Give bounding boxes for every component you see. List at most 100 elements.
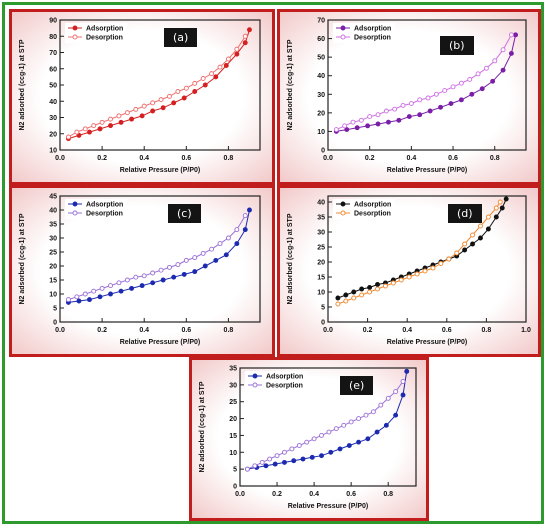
data-point-desorption [175,89,181,94]
y-tick-label: 15 [229,433,237,440]
data-point-adsorption [359,286,365,292]
data-point-desorption [430,265,436,271]
data-point-adsorption [499,205,505,211]
data-point-adsorption [469,91,475,97]
data-point-desorption [341,422,347,428]
x-tick-label: 0.2 [97,327,107,334]
y-tick-label: 40 [49,208,57,215]
data-point-desorption [400,102,406,108]
data-point-desorption [363,412,369,418]
x-tick-label: 0.4 [139,155,149,162]
data-point-desorption [467,76,473,82]
data-point-desorption [200,76,206,81]
data-point-desorption [217,241,223,247]
y-tick-label: 10 [229,450,237,457]
panel-label-b: (b) [440,36,474,55]
data-point-desorption [425,95,431,101]
x-tick-label: 0.2 [365,155,375,162]
data-point-adsorption [365,123,371,129]
data-point-adsorption [448,101,454,107]
y-axis-label: N2 adsorbed (ccg-1) at STP [199,381,206,472]
data-point-adsorption [470,241,475,247]
data-point-desorption [375,112,381,118]
x-axis-label: Relative Pressure (P/P0) [387,167,468,174]
legend-label: Desorption [86,35,123,42]
data-point-desorption [108,283,113,289]
legend-label: Desorption [354,211,391,218]
plot-frame [327,195,527,323]
data-point-desorption [422,268,428,274]
data-point-desorption [91,123,97,129]
panel-d: 0.0 0.2 0.4 0.6 0.8 1.0 0 5 10 15 20 25 30 35 40 Relati… [277,185,541,357]
y-tick-label: 20 [229,416,237,423]
x-tick-label: 0.4 [309,491,319,498]
data-point-desorption [282,449,287,455]
legend-marker [72,210,78,216]
data-point-desorption [367,114,373,120]
data-point-desorption [351,295,357,301]
data-point-desorption [259,459,265,465]
data-point-adsorption [291,458,297,464]
y-axis-label: N2 adsorbed (ccg-1) at STP [287,213,294,304]
chart-e: 0.0 0.2 0.4 0.6 0.8 0 5 10 15 20 25 30 35 Relative Pr… [199,366,417,510]
data-point-desorption [367,289,373,295]
data-point-adsorption [490,78,496,84]
y-tick-label: 0 [321,320,325,327]
data-point-adsorption [319,453,324,459]
data-point-desorption [400,379,406,384]
data-point-desorption [217,64,223,70]
data-point-desorption [358,117,364,123]
legend-label: Desorption [266,383,303,390]
data-point-adsorption [383,422,389,428]
data-point-desorption [335,301,341,307]
series-line-desorption [247,381,404,470]
data-point-desorption [398,277,404,283]
data-point-desorption [326,429,332,435]
data-point-desorption [65,297,71,303]
data-point-desorption [311,436,317,442]
x-tick-label: 0.2 [97,155,107,162]
data-point-desorption [493,205,499,211]
data-point-desorption [350,119,356,125]
y-tick-label: 5 [53,306,57,313]
panel-a: 0.0 0.2 0.4 0.6 0.8 10 20 30 40 50 60 70 80 90 Relativ… [9,9,275,185]
data-point-adsorption [479,86,485,92]
legend-label: Adsorption [86,26,123,33]
data-point-desorption [414,271,420,277]
legend-label: Desorption [86,211,123,218]
y-tick-label: 10 [317,129,325,136]
data-point-desorption [492,58,498,64]
data-point-adsorption [108,291,113,297]
chart-c: 0.0 0.2 0.4 0.6 0.8 0 5 10 15 20 25 30 35 40 45 Relativ… [19,194,261,346]
data-point-desorption [74,129,80,135]
series-line-adsorption [68,29,250,140]
data-point-desorption [508,32,514,38]
data-point-adsorption [400,392,406,398]
legend-marker [340,25,346,31]
data-point-desorption [289,446,295,452]
legend-marker [72,34,78,40]
x-tick-label: 0.8 [482,327,492,334]
y-axis-label: N2 adsorbed (ccg-1) at STP [19,213,26,304]
data-point-desorption [244,466,250,472]
y-tick-label: 45 [49,194,57,201]
data-point-adsorption [367,285,373,290]
y-tick-label: 30 [49,115,57,122]
data-point-desorption [393,389,399,395]
data-point-desorption [150,100,156,106]
y-tick-label: 80 [49,34,57,41]
data-point-desorption [167,264,172,270]
data-point-adsorption [346,443,352,448]
data-point-adsorption [192,269,198,275]
data-point-desorption [406,274,412,280]
data-point-desorption [392,106,398,112]
y-tick-label: 30 [317,230,325,237]
y-axis-label: N2 adsorbed (ccg-1) at STP [19,39,26,130]
data-point-desorption [267,456,273,462]
data-point-adsorption [272,461,278,467]
data-point-adsorption [503,196,509,202]
data-point-adsorption [242,227,248,233]
x-tick-label: 0.0 [323,155,333,162]
y-tick-label: 40 [317,200,325,207]
x-tick-label: 0.6 [346,491,356,498]
